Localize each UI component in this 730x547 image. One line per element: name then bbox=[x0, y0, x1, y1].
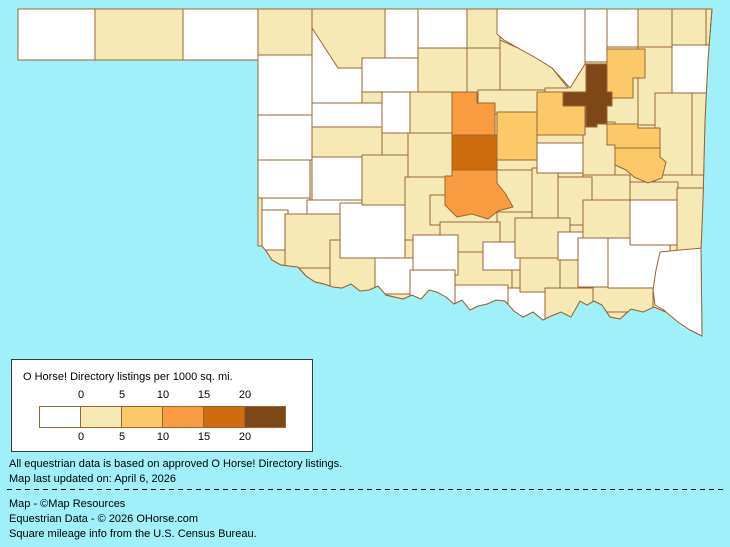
county-comanche bbox=[339, 202, 406, 259]
legend-tick-label: 5 bbox=[118, 431, 126, 443]
legend-tick-label: 20 bbox=[238, 389, 252, 401]
legend-tick-label: 10 bbox=[156, 431, 170, 443]
county-major bbox=[361, 57, 419, 93]
county-beaver bbox=[182, 9, 259, 61]
county-washington bbox=[584, 9, 608, 63]
county-craig bbox=[637, 9, 673, 48]
legend-swatch-2 bbox=[121, 407, 162, 427]
county-blaine bbox=[381, 91, 411, 134]
county-muskogee bbox=[614, 147, 667, 184]
county-lincoln bbox=[496, 111, 538, 161]
county-grant bbox=[417, 9, 468, 49]
legend-tick-label: 15 bbox=[197, 431, 211, 443]
county-stephens bbox=[412, 234, 459, 276]
note-last-updated: Map last updated on: April 6, 2026 bbox=[9, 473, 176, 485]
county-custer bbox=[311, 126, 383, 158]
legend-tick-label: 0 bbox=[77, 389, 85, 401]
legend-swatch-1 bbox=[80, 407, 121, 427]
legend-tick-label: 0 bbox=[77, 431, 85, 443]
county-atoka bbox=[577, 237, 609, 288]
county-beckham bbox=[257, 159, 311, 199]
county-alfalfa bbox=[384, 9, 419, 59]
legend-swatch-0 bbox=[40, 407, 80, 427]
legend-tick-label: 20 bbox=[238, 431, 252, 443]
county-cotton bbox=[374, 257, 416, 295]
county-kay bbox=[466, 9, 501, 49]
note-data-source: All equestrian data is based on approved… bbox=[9, 458, 343, 470]
county-nowata bbox=[606, 9, 639, 48]
county-adair bbox=[691, 92, 711, 176]
county-washita bbox=[311, 156, 363, 203]
county-johnston bbox=[519, 257, 561, 293]
county-bryan bbox=[544, 287, 594, 324]
county-okfuskee bbox=[536, 142, 584, 174]
legend-title: O Horse! Directory listings per 1000 sq.… bbox=[23, 371, 233, 383]
legend-tick-label: 10 bbox=[156, 389, 170, 401]
county-texas bbox=[94, 9, 184, 61]
legend-tick-label: 5 bbox=[118, 389, 126, 401]
legend-tick-label: 15 bbox=[197, 389, 211, 401]
county-ellis bbox=[257, 54, 313, 116]
county-tulsa bbox=[562, 63, 613, 128]
map-legend: O Horse! Directory listings per 1000 sq.… bbox=[11, 359, 313, 452]
county-wagoner bbox=[606, 123, 661, 149]
county-marshall bbox=[507, 287, 546, 326]
county-seminole bbox=[531, 167, 559, 219]
county-caddo bbox=[361, 154, 411, 206]
credit-square-mileage: Square mileage info from the U.S. Census… bbox=[9, 528, 257, 540]
county-harmon bbox=[261, 209, 289, 251]
county-cleveland bbox=[444, 169, 514, 220]
county-cimarron bbox=[18, 9, 96, 61]
legend-swatch-4 bbox=[203, 407, 244, 427]
county-harper bbox=[257, 9, 313, 56]
county-delaware bbox=[671, 44, 711, 94]
county-garfield bbox=[417, 47, 468, 93]
county-noble bbox=[466, 47, 501, 93]
credit-equestrian-data: Equestrian Data - © 2026 OHorse.com bbox=[9, 513, 199, 525]
county-latimer bbox=[629, 199, 678, 246]
legend-swatch-5 bbox=[244, 407, 285, 427]
legend-swatch-3 bbox=[162, 407, 203, 427]
county-love bbox=[454, 284, 509, 324]
county-ottawa bbox=[671, 9, 707, 46]
county-roger-mills bbox=[257, 114, 313, 161]
county-choctaw bbox=[592, 286, 654, 313]
dashed-separator bbox=[7, 489, 723, 490]
county-pittsburg bbox=[582, 199, 631, 239]
county-dewey bbox=[311, 102, 383, 128]
county-kingfisher bbox=[409, 91, 453, 134]
county-jefferson bbox=[409, 269, 456, 309]
credit-map: Map - ©Map Resources bbox=[9, 498, 126, 510]
county-oklahoma bbox=[451, 134, 498, 171]
county-canadian bbox=[407, 132, 453, 178]
legend-color-ramp bbox=[39, 406, 286, 428]
oklahoma-county-map bbox=[17, 8, 713, 337]
